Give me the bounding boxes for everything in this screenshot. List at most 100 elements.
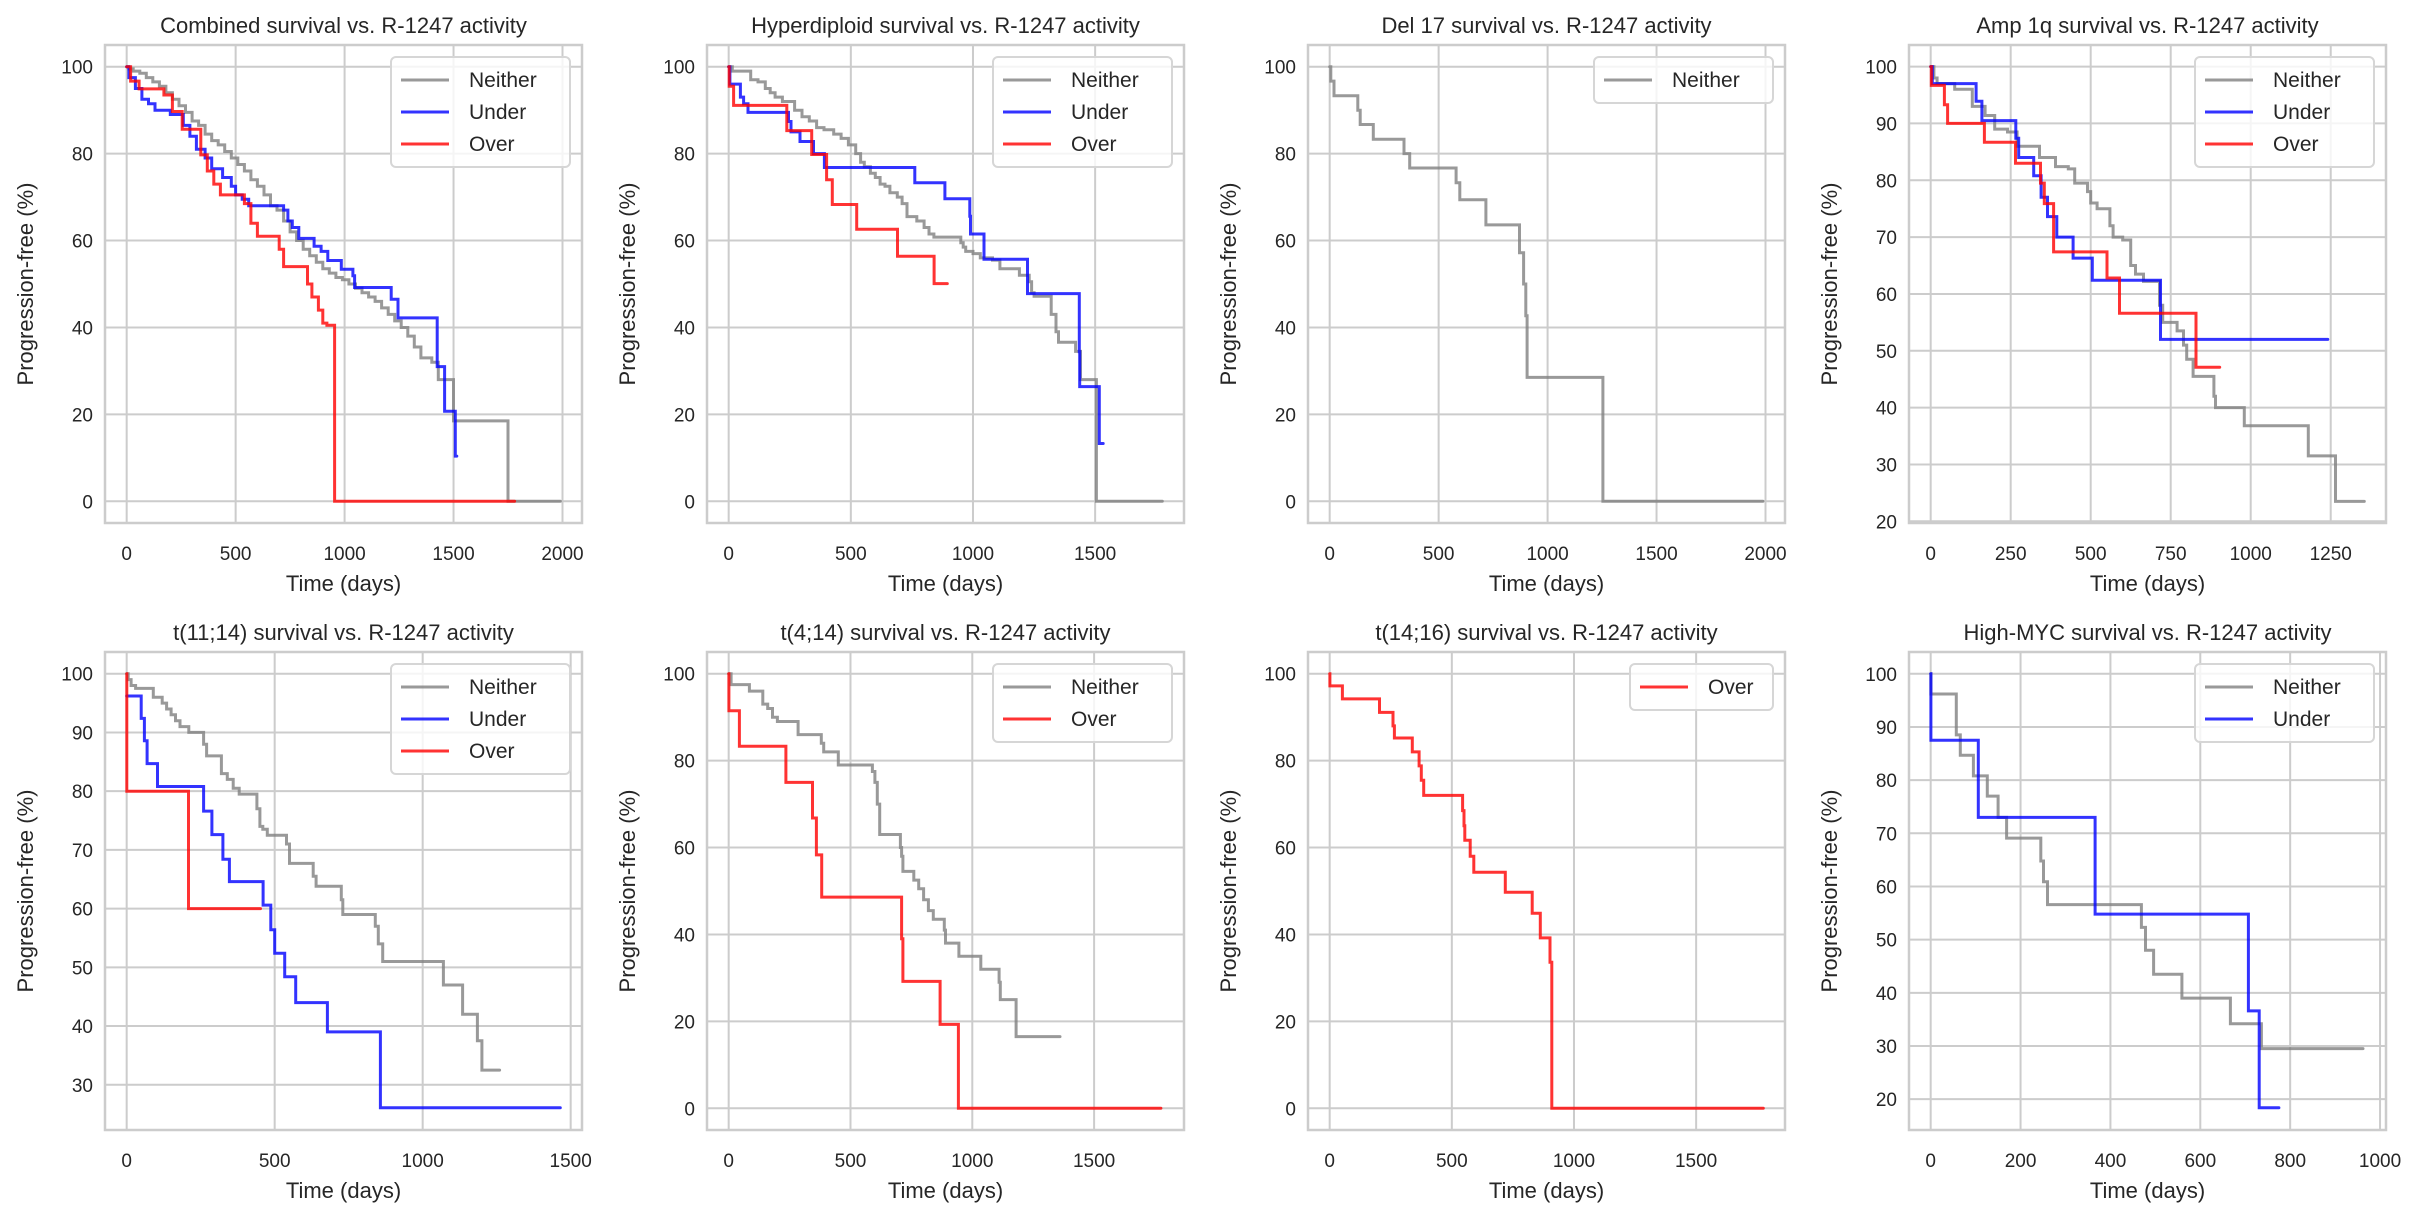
x-tick-label: 1000 <box>952 544 994 565</box>
x-tick-label: 1500 <box>432 544 474 565</box>
legend-label-over: Over <box>2273 133 2319 156</box>
y-tick-label: 60 <box>1876 285 1897 306</box>
y-axis-label: Progression-free (%) <box>1216 790 1241 993</box>
y-axis-label: Progression-free (%) <box>13 183 38 386</box>
subplot-8: 0 200 400 600 800 1000 20 30 40 50 60 70 80 90 100 High… <box>1817 620 2401 1203</box>
chart-title: Hyperdiploid survival vs. R-1247 activit… <box>751 13 1140 38</box>
series-line-neither <box>125 672 502 1072</box>
legend: Neither Under Over <box>2194 56 2375 168</box>
x-axis-label: Time (days) <box>1489 571 1604 596</box>
legend: Neither Under Over <box>992 56 1173 168</box>
x-tick-label: 0 <box>121 544 132 565</box>
legend: Neither <box>1593 56 1774 104</box>
gridlines <box>1308 45 1785 523</box>
chart-title: High-MYC survival vs. R-1247 activity <box>1964 620 2332 645</box>
series-line-under <box>727 65 1105 445</box>
x-tick-label: 1000 <box>402 1151 444 1172</box>
legend-label-over: Over <box>1071 708 1117 731</box>
y-tick-label: 0 <box>1285 1099 1296 1120</box>
legend-label-under: Under <box>2273 101 2330 124</box>
x-tick-label: 500 <box>220 544 252 565</box>
series-line-neither <box>1929 65 2366 503</box>
axes-frame <box>1907 650 2388 1132</box>
series-line-over <box>125 672 262 911</box>
y-tick-label: 40 <box>1275 925 1296 946</box>
y-axis-label: Progression-free (%) <box>1216 183 1241 386</box>
x-tick-label: 800 <box>2274 1151 2306 1172</box>
legend-label-under: Under <box>2273 708 2330 731</box>
x-axis-label: Time (days) <box>1489 1178 1604 1203</box>
y-tick-label: 20 <box>674 405 695 426</box>
y-tick-label: 40 <box>72 318 93 339</box>
y-tick-label: 30 <box>1876 455 1897 476</box>
x-tick-label: 600 <box>2184 1151 2216 1172</box>
legend-label-over: Over <box>1708 676 1754 699</box>
legend: Neither Under Over <box>390 663 571 775</box>
y-tick-label: 50 <box>72 958 93 979</box>
y-tick-label: 20 <box>1876 512 1897 533</box>
y-tick-label: 100 <box>61 58 93 79</box>
axes-frame <box>1907 43 2388 525</box>
y-axis-label: Progression-free (%) <box>1817 183 1842 386</box>
chart-title: t(14;16) survival vs. R-1247 activity <box>1375 620 1717 645</box>
legend-label-under: Under <box>1071 101 1128 124</box>
y-tick-label: 100 <box>663 665 695 686</box>
y-tick-label: 60 <box>72 232 93 253</box>
y-tick-label: 100 <box>1865 58 1897 79</box>
y-tick-label: 60 <box>1876 877 1897 898</box>
series-line-under <box>125 694 562 1110</box>
y-tick-label: 80 <box>1876 171 1897 192</box>
gridlines <box>1308 652 1785 1130</box>
x-tick-label: 1500 <box>1074 544 1116 565</box>
y-tick-label: 60 <box>1275 232 1296 253</box>
x-axis-label: Time (days) <box>286 571 401 596</box>
legend-label-over: Over <box>469 740 515 763</box>
series-line-neither <box>727 65 1164 503</box>
series-line-under <box>1929 65 2330 341</box>
series-line-over <box>125 65 517 503</box>
y-tick-label: 90 <box>1876 114 1897 135</box>
legend-label-neither: Neither <box>1071 676 1139 699</box>
subplot-2: 0 500 1000 1500 0 20 40 60 80 100 Hyperdiploid sur… <box>615 13 1186 596</box>
y-tick-label: 20 <box>1275 405 1296 426</box>
chart-title: Del 17 survival vs. R-1247 activity <box>1381 13 1711 38</box>
gridlines <box>1909 45 2386 523</box>
subplot-4: 0 250 500 750 1000 1250 20 30 40 50 60 70 80 90 100 Amp… <box>1817 13 2388 596</box>
legend: Over <box>1629 663 1774 711</box>
x-tick-label: 500 <box>835 1151 867 1172</box>
y-tick-label: 60 <box>1275 839 1296 860</box>
x-axis-label: Time (days) <box>2090 571 2205 596</box>
legend-label-neither: Neither <box>1672 69 1740 92</box>
series-line-neither <box>727 672 1062 1039</box>
y-tick-label: 80 <box>674 752 695 773</box>
x-tick-label: 250 <box>1995 544 2027 565</box>
x-tick-label: 200 <box>2005 1151 2037 1172</box>
y-tick-label: 20 <box>1876 1090 1897 1111</box>
legend-box <box>390 663 571 775</box>
y-tick-label: 80 <box>72 145 93 166</box>
y-tick-label: 80 <box>1876 771 1897 792</box>
axes-frame <box>103 43 584 525</box>
subplot-7: 0 500 1000 1500 0 20 40 60 80 100 t(14;16) surviva… <box>1216 620 1787 1203</box>
legend-label-neither: Neither <box>2273 676 2341 699</box>
x-tick-label: 1500 <box>1635 544 1677 565</box>
series-line-neither <box>1328 65 1765 503</box>
x-tick-label: 1500 <box>550 1151 592 1172</box>
y-tick-label: 80 <box>72 782 93 803</box>
series-line-under <box>1929 672 2281 1110</box>
x-tick-label: 750 <box>2155 544 2187 565</box>
x-tick-label: 500 <box>1423 544 1455 565</box>
x-tick-label: 1000 <box>1526 544 1568 565</box>
x-tick-label: 0 <box>723 1151 734 1172</box>
series-line-over <box>727 65 949 286</box>
subplot-1: 0 500 1000 1500 2000 0 20 40 60 80 100 Combined sur… <box>13 13 584 596</box>
legend-label-under: Under <box>469 101 526 124</box>
legend-label-over: Over <box>469 133 515 156</box>
y-tick-label: 20 <box>674 1012 695 1033</box>
y-tick-label: 40 <box>674 925 695 946</box>
subplot-6: 0 500 1000 1500 0 20 40 60 80 100 t(4;14) survival… <box>615 620 1186 1203</box>
y-tick-label: 40 <box>1275 318 1296 339</box>
y-tick-label: 80 <box>1275 752 1296 773</box>
y-tick-label: 40 <box>1876 399 1897 420</box>
